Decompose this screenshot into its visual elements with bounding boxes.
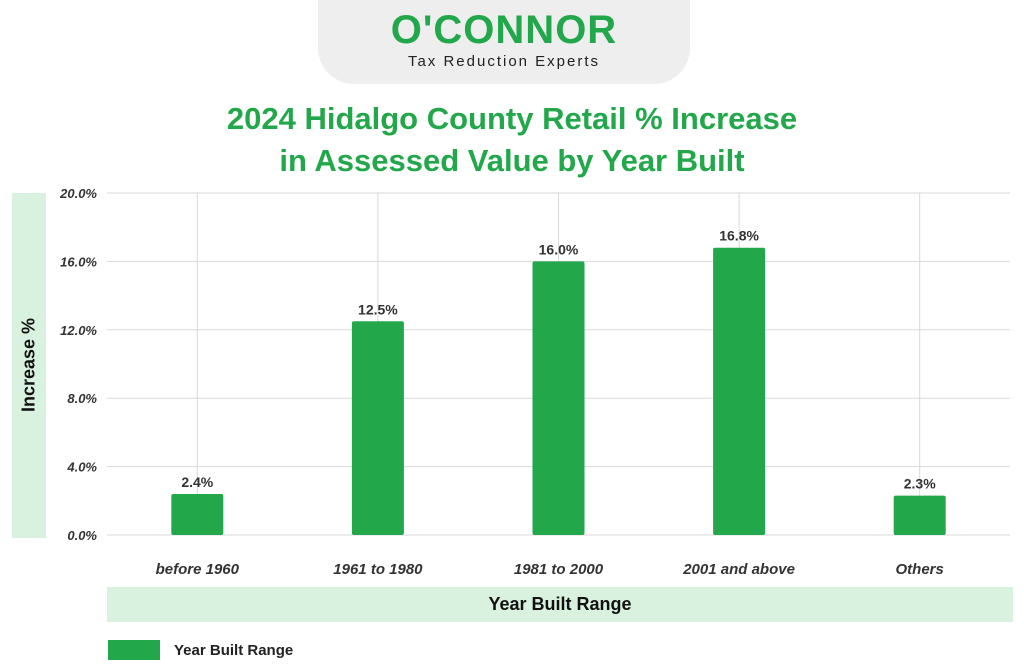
x-tick-label: 2001 and above [682, 561, 795, 578]
bar-value-label: 2.4% [181, 474, 213, 490]
x-tick-label: 1981 to 2000 [514, 561, 604, 578]
bar [893, 495, 946, 535]
bar [351, 321, 404, 535]
chart-title: 2024 Hidalgo County Retail % Increase in… [0, 98, 1024, 182]
bar-value-label: 2.3% [904, 476, 936, 492]
y-tick-label: 20.0% [59, 186, 97, 201]
legend-label: Year Built Range [174, 641, 294, 659]
bar-value-label: 12.5% [358, 301, 398, 317]
y-axis-label-band [12, 193, 46, 538]
x-axis-label: Year Built Range [488, 594, 632, 614]
bar [532, 261, 585, 535]
legend: Year Built Range [108, 640, 293, 660]
y-tick-label: 12.0% [60, 323, 97, 338]
brand-tagline: Tax Reduction Experts [407, 53, 601, 70]
legend-swatch [108, 640, 160, 660]
bar-value-label: 16.0% [539, 241, 579, 257]
x-tick-label: 1961 to 1980 [333, 561, 423, 578]
y-tick-label: 8.0% [67, 391, 97, 406]
brand-logo: O'CONNOR [390, 8, 618, 52]
logo-banner: O'CONNOR Tax Reduction Experts [318, 0, 690, 84]
bar [171, 493, 224, 535]
y-tick-label: 4.0% [66, 460, 97, 475]
x-tick-label: Others [896, 561, 944, 578]
bar-value-label: 16.8% [719, 228, 759, 244]
y-tick-label: 0.0% [67, 528, 97, 543]
chart-title-line-1: 2024 Hidalgo County Retail % Increase [226, 101, 798, 136]
bar [713, 247, 766, 535]
y-tick-label: 16.0% [60, 254, 97, 269]
x-tick-label: before 1960 [156, 561, 240, 578]
chart-title-line-2: in Assessed Value by Year Built [279, 143, 745, 178]
x-axis-label-band: Year Built Range [107, 587, 1013, 622]
